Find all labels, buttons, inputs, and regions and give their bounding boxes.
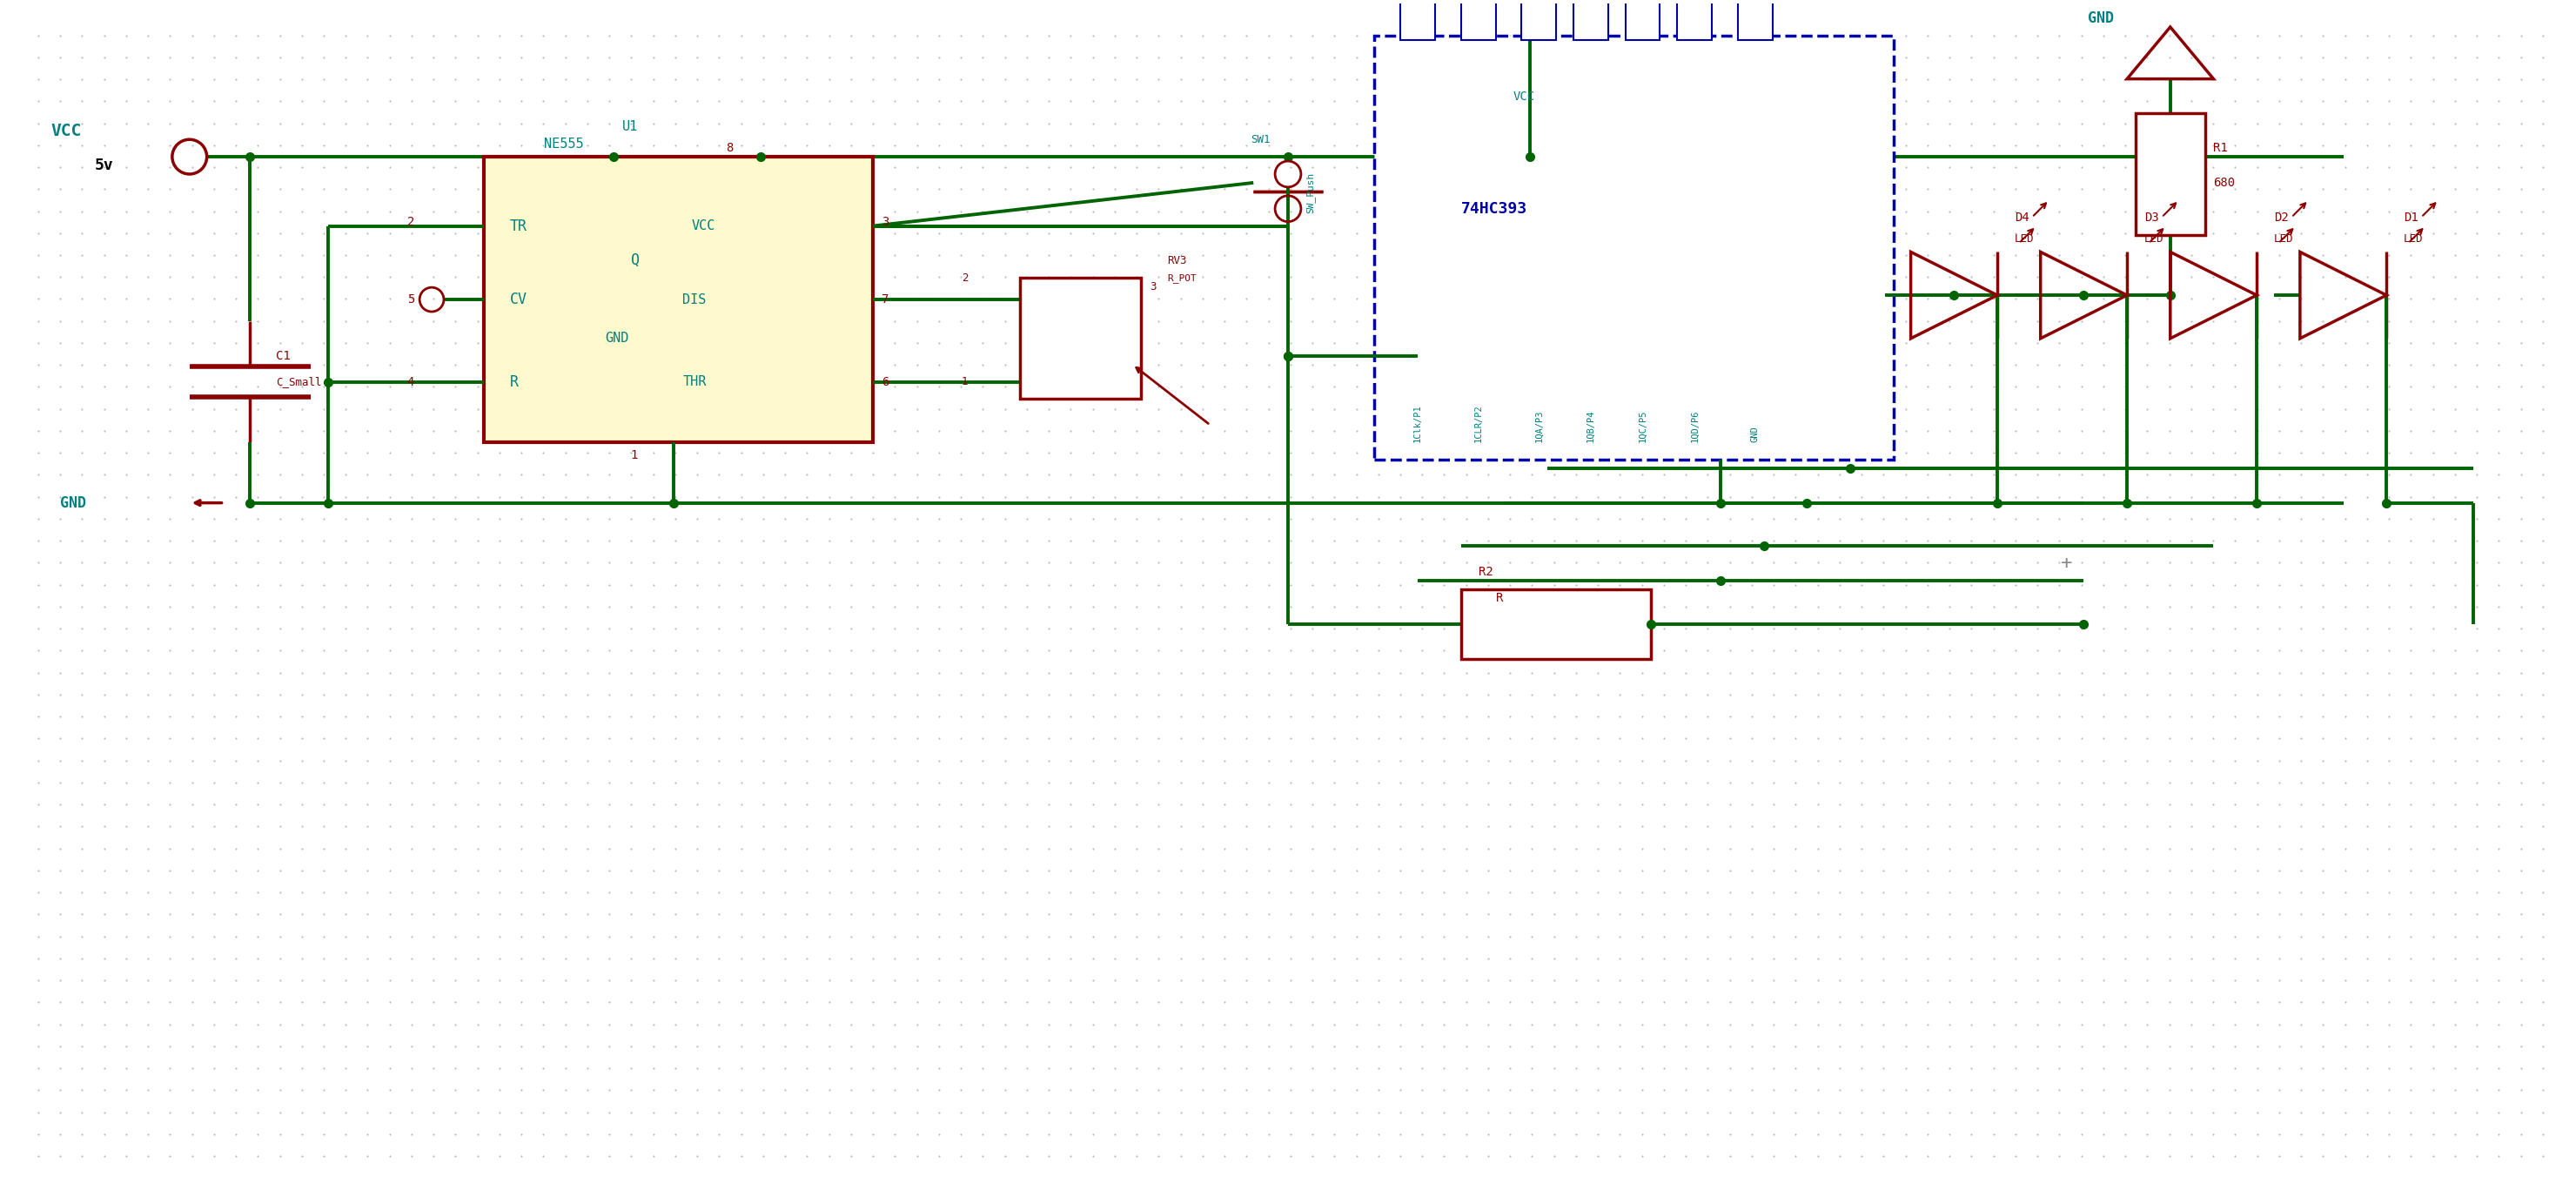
Text: R: R: [510, 374, 518, 389]
Text: 1QC/P5: 1QC/P5: [1638, 409, 1646, 443]
Text: LED: LED: [2275, 233, 2293, 245]
Text: 7: 7: [881, 294, 889, 306]
Text: 1: 1: [961, 376, 969, 388]
Bar: [1020, 278, 1141, 399]
Text: Q: Q: [631, 252, 639, 269]
Bar: [1574, 0, 1607, 40]
Text: +: +: [2061, 555, 2071, 572]
Text: 3: 3: [881, 215, 889, 227]
Text: 1QB/P4: 1QB/P4: [1587, 409, 1595, 443]
Text: D3: D3: [2143, 212, 2159, 224]
Text: 680: 680: [2213, 176, 2236, 189]
Text: VCC: VCC: [690, 219, 716, 232]
Text: 3: 3: [1149, 281, 1157, 293]
Text: 6: 6: [881, 376, 889, 388]
Bar: [1625, 0, 1659, 40]
Text: 5: 5: [407, 294, 415, 306]
Bar: [1739, 0, 1772, 40]
Text: D1: D1: [2403, 212, 2419, 224]
Text: GND: GND: [605, 332, 629, 345]
Text: SW1: SW1: [1252, 133, 1270, 145]
Text: C1: C1: [276, 350, 291, 362]
Bar: [1461, 0, 1497, 40]
Text: R: R: [1497, 591, 1502, 605]
Text: THR: THR: [683, 375, 706, 388]
Text: GND: GND: [59, 495, 85, 511]
Text: TR: TR: [510, 218, 528, 233]
Text: U1: U1: [621, 120, 639, 133]
Text: C_Small: C_Small: [276, 376, 322, 388]
Text: SW_Push: SW_Push: [1306, 171, 1314, 213]
Text: 4: 4: [407, 376, 415, 388]
Text: GND: GND: [1752, 426, 1759, 443]
Text: 1QD/P6: 1QD/P6: [1690, 409, 1700, 443]
Text: VCC: VCC: [52, 123, 82, 139]
Text: 2: 2: [407, 215, 415, 227]
Text: 1Clk/P1: 1Clk/P1: [1414, 405, 1422, 443]
Bar: [2136, 113, 2205, 234]
Text: RV3: RV3: [1167, 255, 1188, 267]
Bar: [484, 157, 873, 443]
Bar: [1401, 0, 1435, 40]
Bar: [1461, 589, 1651, 658]
Text: 1CLR/P2: 1CLR/P2: [1473, 405, 1484, 443]
Text: CV: CV: [510, 292, 528, 307]
Bar: [1677, 0, 1713, 40]
Text: LED: LED: [2014, 233, 2035, 245]
Text: 5v: 5v: [95, 157, 113, 174]
Text: NE555: NE555: [544, 137, 585, 150]
Text: R2: R2: [1479, 566, 1494, 578]
Text: D4: D4: [2014, 212, 2030, 224]
Text: VCC: VCC: [1512, 90, 1535, 102]
Text: 74HC393: 74HC393: [1461, 201, 1528, 217]
Text: 2: 2: [961, 273, 969, 283]
Text: LED: LED: [2143, 233, 2164, 245]
Text: 8: 8: [726, 142, 734, 155]
Text: 1QA/P3: 1QA/P3: [1535, 409, 1543, 443]
Text: R1: R1: [2213, 142, 2228, 155]
Text: R_POT: R_POT: [1167, 274, 1195, 283]
Text: D2: D2: [2275, 212, 2287, 224]
Text: LED: LED: [2403, 233, 2424, 245]
Bar: [1376, 36, 1893, 459]
Bar: [1522, 0, 1556, 40]
Text: GND: GND: [2089, 11, 2115, 26]
Text: 1: 1: [631, 449, 639, 462]
Text: DIS: DIS: [683, 293, 706, 306]
